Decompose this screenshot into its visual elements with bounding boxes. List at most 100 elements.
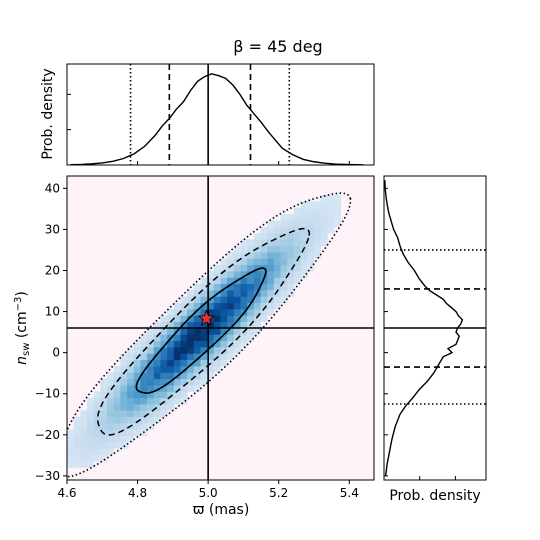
histogram-cell bbox=[100, 416, 108, 424]
histogram-cell bbox=[240, 302, 248, 310]
histogram-cell bbox=[113, 385, 121, 392]
histogram-cell bbox=[87, 423, 95, 430]
histogram-cell bbox=[207, 366, 215, 373]
histogram-cell bbox=[160, 315, 168, 323]
histogram-cell bbox=[160, 372, 168, 380]
histogram-cell bbox=[253, 271, 261, 278]
histogram-cell bbox=[307, 245, 315, 253]
histogram-cell bbox=[153, 366, 161, 373]
histogram-cell bbox=[320, 226, 328, 234]
histogram-cell bbox=[160, 366, 168, 373]
histogram-cell bbox=[300, 271, 308, 278]
histogram-cell bbox=[220, 296, 228, 304]
histogram-cell bbox=[213, 277, 221, 285]
histogram-cell bbox=[160, 353, 168, 361]
histogram-cell bbox=[160, 378, 168, 386]
histogram-cell bbox=[180, 378, 188, 386]
histogram-cell bbox=[140, 423, 148, 430]
histogram-cell bbox=[327, 195, 335, 202]
histogram-cell bbox=[187, 302, 195, 310]
histogram-cell bbox=[133, 416, 141, 424]
histogram-cell bbox=[307, 258, 315, 266]
histogram-cell bbox=[287, 239, 295, 247]
histogram-cell bbox=[193, 334, 201, 342]
histogram-cell bbox=[300, 252, 308, 259]
histogram-cell bbox=[107, 385, 115, 392]
histogram-cell bbox=[153, 385, 161, 392]
histogram-cell bbox=[120, 416, 128, 424]
histogram-cell bbox=[153, 334, 161, 342]
histogram-cell bbox=[140, 404, 148, 411]
right-marginal-panel: Prob. density bbox=[383, 175, 487, 504]
histogram-cell bbox=[180, 397, 188, 405]
histogram-cell bbox=[160, 404, 168, 411]
histogram-cell bbox=[180, 309, 188, 316]
histogram-cell bbox=[200, 277, 208, 285]
histogram-cell bbox=[307, 239, 315, 247]
histogram-cell bbox=[327, 226, 335, 234]
histogram-cell bbox=[313, 214, 321, 221]
histogram-cell bbox=[247, 309, 255, 316]
histogram-cell bbox=[313, 201, 321, 209]
histogram-cell bbox=[253, 309, 261, 316]
histogram-cell bbox=[67, 448, 75, 456]
histogram-cell bbox=[93, 423, 101, 430]
histogram-cell bbox=[307, 252, 315, 259]
histogram-cell bbox=[273, 302, 281, 310]
histogram-cell bbox=[107, 410, 115, 418]
histogram-cell bbox=[320, 195, 328, 202]
top-marginal-intervals bbox=[129, 64, 291, 165]
histogram-cell bbox=[247, 277, 255, 285]
histogram-cell bbox=[173, 366, 181, 373]
histogram-cell bbox=[213, 347, 221, 354]
histogram-cell bbox=[187, 385, 195, 392]
histogram-cell bbox=[220, 264, 228, 272]
histogram-cell bbox=[253, 321, 261, 329]
ylabel-main: n bbox=[14, 356, 30, 365]
histogram-cell bbox=[333, 207, 342, 215]
histogram-cell bbox=[73, 435, 81, 443]
histogram-cell bbox=[233, 245, 241, 253]
contour-99.7pct bbox=[67, 192, 352, 478]
histogram-cell bbox=[120, 429, 128, 437]
histogram-cell bbox=[140, 366, 148, 373]
histogram-cell bbox=[247, 290, 255, 297]
histogram-cell bbox=[280, 252, 288, 259]
histogram-cell bbox=[220, 309, 228, 316]
histogram-cell bbox=[313, 245, 321, 253]
histogram-cell bbox=[253, 277, 261, 285]
histogram-cell bbox=[107, 416, 115, 424]
histogram-cell bbox=[147, 397, 155, 405]
histogram-cell bbox=[73, 423, 81, 430]
histogram-cell bbox=[113, 416, 121, 424]
histogram-cell bbox=[253, 264, 261, 272]
histogram-cell bbox=[160, 340, 168, 348]
histogram-cell bbox=[140, 378, 148, 386]
histogram-cell bbox=[140, 385, 148, 392]
histogram-cell bbox=[80, 416, 88, 424]
histogram-cell bbox=[200, 328, 208, 335]
histogram-cell bbox=[193, 340, 201, 348]
histogram-cell bbox=[307, 226, 315, 234]
histogram-cell bbox=[220, 283, 228, 291]
histogram-cell bbox=[273, 290, 281, 297]
histogram-cell bbox=[73, 416, 81, 424]
right-marginal-ticks bbox=[384, 187, 456, 480]
histogram-cell bbox=[120, 372, 128, 380]
histogram-cell bbox=[233, 309, 241, 316]
histogram-cell bbox=[140, 359, 148, 367]
histogram-cell bbox=[247, 283, 255, 291]
histogram-cell bbox=[287, 245, 295, 253]
histogram-cell bbox=[267, 264, 275, 272]
histogram-cell bbox=[120, 353, 128, 361]
histogram-cell bbox=[193, 296, 201, 304]
histogram-cell bbox=[133, 347, 141, 354]
histogram-cell bbox=[227, 353, 235, 361]
histogram-cell bbox=[167, 328, 175, 335]
histogram-cell bbox=[287, 283, 295, 291]
histogram-cell bbox=[260, 302, 268, 310]
histogram-cell bbox=[200, 359, 208, 367]
histogram-cell bbox=[267, 309, 275, 316]
histogram-cell bbox=[173, 315, 181, 323]
histogram-cell bbox=[267, 252, 275, 259]
